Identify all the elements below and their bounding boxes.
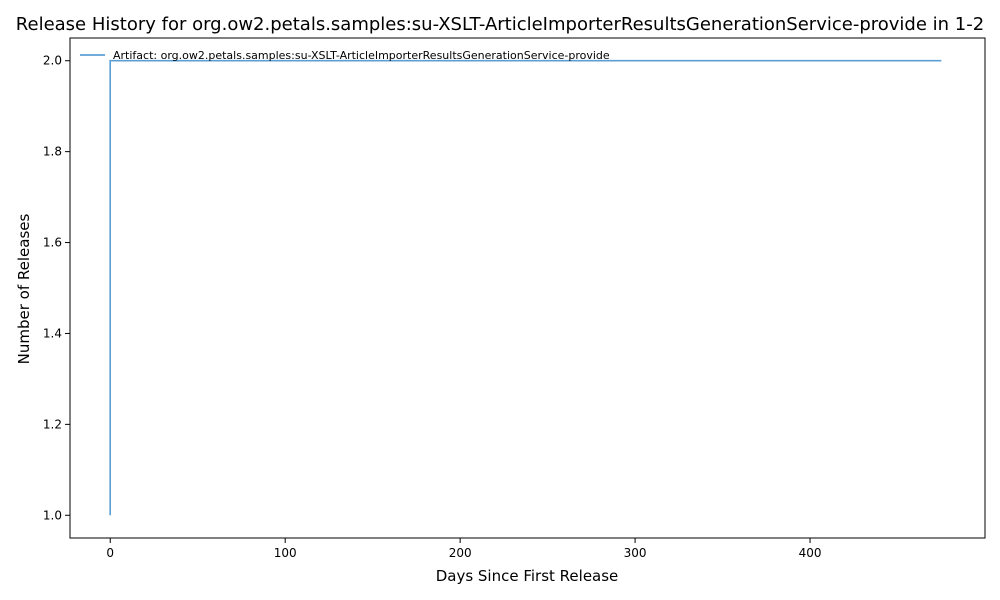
plot-area-frame [69,37,986,539]
x-tick-label: 0 [106,546,114,560]
legend: Artifact: org.ow2.petals.samples:su-XSLT… [80,49,610,62]
y-tick-label: 1.8 [43,145,62,159]
y-tick-label: 1.4 [43,326,62,340]
x-tick-label: 200 [449,546,472,560]
x-tick-label: 100 [274,546,297,560]
x-tick-label: 400 [799,546,822,560]
y-tick-label: 2.0 [43,54,62,68]
y-axis-ticks: 1.0 1.2 1.4 1.6 1.8 2.0 [43,54,70,522]
series-line [109,59,942,516]
y-axis-label: Number of Releases [15,213,33,364]
legend-entry-label: Artifact: org.ow2.petals.samples:su-XSLT… [113,49,610,62]
y-tick-label: 1.0 [43,508,62,522]
chart-title: Release History for org.ow2.petals.sampl… [16,14,984,35]
y-tick-label: 1.2 [43,417,62,431]
x-axis-label: Days Since First Release [436,567,619,585]
series-layer [109,59,942,516]
x-tick-label: 300 [624,546,647,560]
x-axis-ticks: 0 100 200 300 400 [106,538,822,560]
y-tick-label: 1.6 [43,236,62,250]
